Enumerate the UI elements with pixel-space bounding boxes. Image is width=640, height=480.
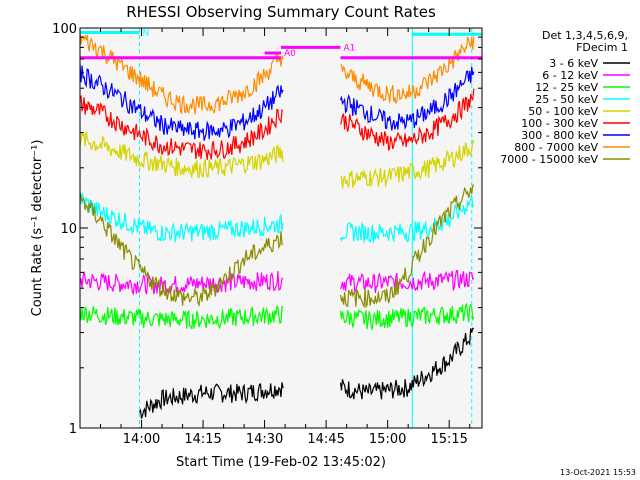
x-tick-label-4: 15:00 <box>369 432 406 447</box>
legend-label-7: 800 - 7000 keV <box>514 141 598 154</box>
series-line-5-part-1 <box>339 88 475 151</box>
annotation-label-0: N <box>142 28 149 38</box>
series-line-7-part-1 <box>340 36 475 105</box>
series-line-1-part-0 <box>79 270 284 296</box>
x-tick-label-0: 14:00 <box>123 432 160 447</box>
y-tick-label-2: 100 <box>52 22 77 37</box>
y-axis-title: Count Rate (s⁻¹ detector⁻¹) <box>30 140 45 317</box>
chart-title: RHESSI Observing Summary Count Rates <box>126 3 436 21</box>
series-line-5-part-0 <box>79 95 284 160</box>
series-line-8-part-0 <box>79 191 284 308</box>
legend-label-1: 6 - 12 keV <box>542 69 598 82</box>
y-tick-label-1: 10 <box>60 222 77 237</box>
x-tick-label-2: 14:30 <box>246 432 283 447</box>
footer-timestamp: 13-Oct-2021 15:53 <box>560 468 636 477</box>
x-axis-title: Start Time (19-Feb-02 13:45:02) <box>176 455 386 470</box>
legend-label-2: 12 - 25 keV <box>535 81 598 94</box>
legend-label-3: 25 - 50 keV <box>535 93 598 106</box>
annotation-label-3: A1 <box>343 43 355 53</box>
legend-label-4: 50 - 100 keV <box>528 105 598 118</box>
series-line-1-part-1 <box>339 269 475 295</box>
series-lines <box>79 30 475 419</box>
series-line-0-part-0 <box>138 382 284 419</box>
legend-label-0: 3 - 6 keV <box>549 57 598 70</box>
series-line-6-part-1 <box>339 66 475 131</box>
x-tick-label-1: 14:15 <box>184 432 221 447</box>
series-line-2-part-0 <box>79 304 284 330</box>
legend-label-6: 300 - 800 keV <box>521 129 598 142</box>
x-tick-label-3: 14:45 <box>307 432 344 447</box>
series-line-3-part-1 <box>339 194 475 243</box>
series-line-3-part-0 <box>79 192 284 243</box>
y-tick-label-0: 1 <box>69 422 77 437</box>
annotation-label-2: A0 <box>284 49 296 59</box>
series-line-4-part-1 <box>340 139 475 189</box>
series-line-8-part-1 <box>339 184 475 309</box>
legend-label-5: 100 - 300 keV <box>521 117 598 130</box>
legend-header-line2: FDecim 1 <box>576 41 628 54</box>
series-line-2-part-1 <box>339 302 475 331</box>
series-line-4-part-0 <box>79 131 284 179</box>
axis-ticks: 14:00 14:15 14:30 14:45 15:00 15:15 1 10 100 <box>52 22 482 447</box>
series-line-0-part-1 <box>339 327 475 400</box>
x-tick-label-5: 15:15 <box>430 432 467 447</box>
series-line-6-part-0 <box>79 63 284 141</box>
legend-label-8: 7000 - 15000 keV <box>500 153 598 166</box>
series-line-7-part-0 <box>79 30 284 115</box>
annotation-bars: N A0 A1 <box>80 28 482 60</box>
legend-header-line1: Det 1,3,4,5,6,9, <box>542 29 628 42</box>
